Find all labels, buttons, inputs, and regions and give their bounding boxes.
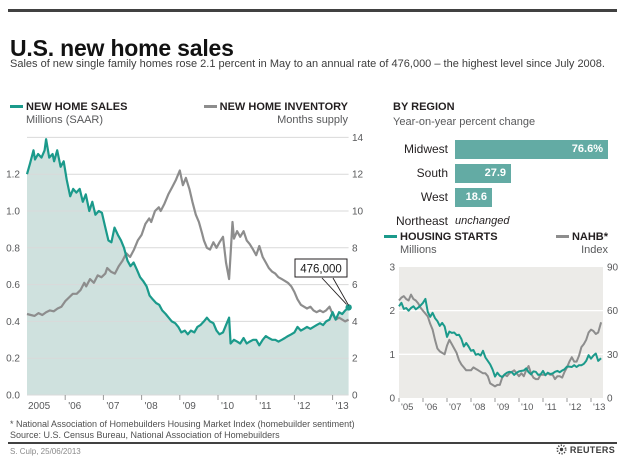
svg-text:60: 60	[607, 306, 619, 317]
region-label: Northeast	[395, 214, 448, 228]
reuters-brand: REUTERS	[556, 444, 615, 455]
sales-chart-legend: NEW HOME SALES Millions (SAAR) NEW HOME …	[10, 101, 348, 127]
housing-starts-chart: 0 0 1 30 2 60 3 90 '05 '06 '07 '08 '09 '10 '11 '12 '13	[389, 262, 619, 413]
teal-line-swatch-icon	[384, 234, 397, 238]
by-region-title: BY REGION	[393, 101, 455, 113]
page-subtitle: Sales of new single family homes rose 2.…	[10, 58, 605, 70]
svg-text:0.8: 0.8	[6, 243, 20, 254]
top-rule	[8, 9, 617, 12]
legend-sublabel: Millions	[400, 244, 437, 256]
region-value: 18.6	[465, 191, 487, 203]
svg-text:0.2: 0.2	[6, 354, 20, 365]
legend-label: NAHB*	[571, 231, 608, 243]
page-title: U.S. new home sales	[10, 35, 234, 62]
legend-label: NEW HOME INVENTORY	[219, 101, 348, 113]
region-value: 76.6%	[571, 143, 603, 155]
by-region-subtitle: Year-on-year percent change	[393, 116, 536, 128]
legend-item-housing-starts: HOUSING STARTS Millions	[384, 231, 498, 257]
svg-text:0: 0	[389, 394, 395, 405]
svg-text:'06: '06	[68, 401, 81, 412]
legend-sublabel: Index	[581, 244, 608, 256]
svg-text:'11: '11	[545, 402, 557, 413]
svg-text:0.6: 0.6	[6, 280, 20, 291]
svg-text:1.0: 1.0	[6, 207, 20, 218]
region-bar: 18.6	[455, 187, 492, 207]
region-bar-chart: Midwest 76.6% South 27.9 West 18.6 North…	[393, 137, 615, 233]
svg-text:'07: '07	[449, 402, 461, 413]
svg-text:8: 8	[352, 243, 358, 254]
region-label: West	[420, 190, 448, 204]
svg-text:'05: '05	[401, 402, 413, 413]
region-value-unchanged: unchanged	[455, 215, 510, 227]
svg-text:'06: '06	[425, 402, 437, 413]
svg-text:'09: '09	[183, 401, 196, 412]
svg-text:'12: '12	[297, 401, 310, 412]
svg-text:'13: '13	[336, 401, 349, 412]
svg-text:0.4: 0.4	[6, 317, 20, 328]
svg-text:2: 2	[352, 354, 358, 365]
legend-item-new-home-sales: NEW HOME SALES Millions (SAAR)	[10, 101, 127, 127]
legend-sublabel: Months supply	[277, 114, 348, 126]
region-row: West 18.6	[393, 185, 615, 209]
footnote: * National Association of Homebuilders H…	[10, 419, 355, 429]
region-row: Midwest 76.6%	[393, 137, 615, 161]
legend-sublabel: Millions (SAAR)	[26, 114, 104, 126]
gray-line-swatch-icon	[555, 234, 569, 238]
bottom-rule	[8, 442, 617, 444]
svg-text:30: 30	[607, 350, 619, 361]
brand-label: REUTERS	[569, 444, 615, 455]
svg-text:2: 2	[389, 306, 395, 317]
region-label: Midwest	[403, 142, 448, 156]
teal-line-swatch-icon	[10, 104, 23, 108]
svg-text:14: 14	[352, 133, 364, 144]
source-line: Source: U.S. Census Bureau, National Ass…	[10, 430, 280, 440]
svg-text:'11: '11	[259, 401, 272, 412]
svg-text:0: 0	[352, 391, 358, 402]
sales-inventory-chart: 0 0.0 2 0.2 4 0.4 6 0.6 8 0.8 10 1.0 12 1.2 14 2005 '06 '…	[6, 133, 364, 412]
svg-text:90: 90	[607, 262, 619, 273]
svg-text:'09: '09	[497, 402, 509, 413]
svg-text:12: 12	[352, 170, 364, 181]
by-region-panel: BY REGION Year-on-year percent change Mi…	[393, 101, 615, 233]
svg-text:6: 6	[352, 280, 358, 291]
svg-text:4: 4	[352, 317, 358, 328]
svg-text:'08: '08	[473, 402, 485, 413]
housing-chart-legend: HOUSING STARTS Millions NAHB* Index	[384, 231, 608, 257]
svg-text:1: 1	[389, 350, 395, 361]
svg-text:'08: '08	[145, 401, 158, 412]
svg-text:'13: '13	[593, 402, 605, 413]
gray-line-swatch-icon	[203, 104, 217, 108]
region-bar: 27.9	[455, 163, 511, 183]
svg-text:3: 3	[389, 262, 395, 273]
legend-label: NEW HOME SALES	[26, 101, 128, 113]
legend-item-new-home-inventory: NEW HOME INVENTORY Months supply	[203, 101, 348, 127]
credit-line: S. Culp, 25/06/2013	[10, 447, 81, 456]
svg-text:'07: '07	[106, 401, 119, 412]
svg-text:'10: '10	[221, 401, 234, 412]
region-row: South 27.9	[393, 161, 615, 185]
svg-text:2005: 2005	[28, 401, 51, 412]
legend-item-nahb: NAHB* Index	[555, 231, 608, 257]
region-bar: 76.6%	[455, 139, 608, 159]
region-value: 27.9	[484, 167, 506, 179]
svg-text:0.0: 0.0	[6, 391, 20, 402]
reuters-logo-icon	[556, 444, 567, 455]
region-label: South	[416, 166, 448, 180]
svg-text:476,000: 476,000	[300, 264, 342, 276]
svg-text:1.2: 1.2	[6, 170, 20, 181]
svg-text:'12: '12	[569, 402, 581, 413]
svg-text:0: 0	[607, 394, 613, 405]
svg-text:'10: '10	[521, 402, 533, 413]
svg-text:10: 10	[352, 207, 364, 218]
legend-label: HOUSING STARTS	[400, 231, 498, 243]
region-row: Northeast unchanged	[393, 209, 615, 233]
